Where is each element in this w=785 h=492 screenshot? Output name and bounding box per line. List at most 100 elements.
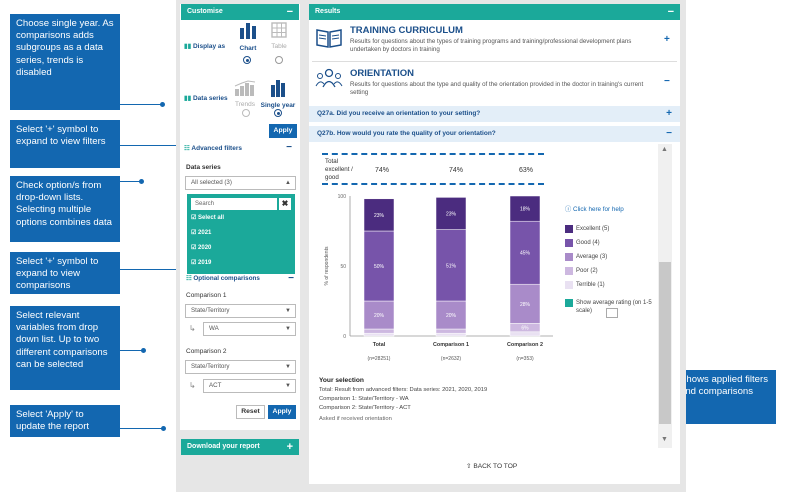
display-as-row: ▮▮ Display as [184,42,225,50]
chart-option[interactable]: Chart [236,20,260,52]
customise-header[interactable]: Customise − [181,4,299,20]
y-tick-label: 0 [343,334,346,340]
bar-icon: ▮▮ [184,95,192,102]
trends-option: Trends [232,80,258,108]
comparison1-sub-value: WA [209,325,219,332]
show-average-checkbox[interactable] [565,299,573,307]
expand-icon[interactable]: + [286,441,293,453]
expand-icon[interactable]: + [666,108,672,119]
checkbox-checked-icon[interactable]: ☑ [191,260,199,266]
training-title[interactable]: TRAINING CURRICULUM [350,25,463,36]
bar-segment [363,230,395,302]
help-link[interactable]: ⓘ Click here for help [565,204,624,213]
data-label: 23% [374,213,385,219]
question-q27b[interactable]: Q27b. How would you rate the quality of … [309,126,680,142]
total-value-2: 74% [449,167,464,174]
callout-advanced-filters: Select '+' symbol to expand to view filt… [10,120,120,168]
download-report-header[interactable]: Download your report + [181,439,299,455]
single-year-radio[interactable] [274,109,282,117]
table-label: Table [271,43,287,50]
checkbox-checked-icon[interactable]: ☑ [191,230,199,236]
table-icon [271,22,287,38]
checkbox-checked-icon[interactable]: ☑ [191,245,199,251]
help-link-label: Click here for help [573,206,624,213]
apply-button-2[interactable]: Apply [268,405,296,419]
legend-swatch[interactable] [565,225,573,233]
comparison2-sub-select[interactable]: ACT ▼ [203,379,296,393]
callout-dot [161,426,166,431]
data-label: 51% [446,263,457,269]
single-year-option[interactable]: Single year [260,79,296,109]
callout-line [120,428,164,429]
results-header[interactable]: Results − [309,4,680,20]
scrollbar-thumb[interactable] [659,262,671,424]
dropdown-option-label: 2021 [198,230,212,236]
orientation-desc: Results for questions about the type and… [350,81,644,96]
comparison2-select[interactable]: State/Territory ▼ [185,360,296,374]
book-icon [316,29,342,48]
scroll-up-arrow[interactable]: ▲ [661,146,668,153]
comparison2-heading: Comparison 2 [186,348,227,355]
total-value-3: 63% [519,167,534,174]
chart-radio[interactable] [243,56,251,64]
bar-segment [363,332,395,337]
asked-note: Asked if received orientation [319,416,392,422]
bar-segment [435,197,467,230]
show-average-label: Show average rating (on 1-5 scale) [576,300,652,314]
table-radio[interactable] [275,56,283,64]
dropdown-option-label: 2019 [198,260,212,266]
dropdown-option[interactable]: ☑ 2019 [191,259,211,266]
total-excellent-good-label: Total excellent / good [325,158,353,181]
back-to-top-label: BACK TO TOP [473,463,518,470]
dropdown-option-label: 2020 [198,245,212,251]
legend-swatch[interactable] [565,253,573,261]
single-year-label: Single year [260,102,296,109]
orientation-collapse-icon[interactable]: − [664,76,670,87]
legend-swatch[interactable] [565,281,573,289]
bar-icon: ▮▮ [184,43,192,50]
advanced-filters-label: Advanced filters [191,145,242,152]
n-label: (n=28251) [368,356,391,362]
data-series-value: All selected (3) [191,179,232,186]
advanced-filters-header[interactable]: ☷ Advanced filters − [184,142,296,156]
collapse-icon[interactable]: − [666,128,672,139]
legend-swatch[interactable] [565,239,573,247]
comparison1-select[interactable]: State/Territory ▼ [185,304,296,318]
reset-button[interactable]: Reset [236,405,265,419]
dropdown-option[interactable]: ☑ Select all [191,214,224,221]
comparison1-sub-select[interactable]: WA ▼ [203,322,296,336]
table-option[interactable]: Table [267,22,291,50]
bar-segment [509,220,541,285]
training-expand-icon[interactable]: + [664,34,670,45]
collapse-icon[interactable]: − [286,6,293,18]
data-label: 50% [374,264,385,270]
stacked-bar-chart: 0 50 100 % of respondents 20% 50% 23% Total (n=2… [324,194,553,362]
clear-search-icon[interactable]: ✖ [279,198,291,210]
collapse-icon[interactable]: − [288,273,294,284]
legend-swatch[interactable] [565,267,573,275]
chevron-down-icon: ▼ [285,364,291,370]
apply-button[interactable]: Apply [269,124,297,138]
dropdown-option[interactable]: ☑ 2020 [191,244,211,251]
customise-title: Customise [187,8,223,15]
dropdown-option[interactable]: ☑ 2021 [191,229,211,236]
data-series-select[interactable]: All selected (3) ▲ [185,176,296,190]
orientation-title[interactable]: ORIENTATION [350,68,415,79]
results-title: Results [315,8,341,15]
scroll-down-arrow[interactable]: ▼ [661,436,668,443]
checkbox-checked-icon[interactable]: ☑ [191,215,199,221]
back-to-top-link[interactable]: ⇧ BACK TO TOP [466,462,517,470]
collapse-icon[interactable]: − [667,6,674,18]
section-divider [312,61,677,62]
callout-dot [160,102,165,107]
callout-dot [139,179,144,184]
dropdown-search-input[interactable]: Search [191,198,277,210]
optional-comparisons-header[interactable]: ☷ Optional comparisons − [186,273,296,287]
callout-comparisons: Select '+' symbol to expand to view comp… [10,252,120,294]
legend-label: Average (3) [576,254,608,260]
collapse-icon[interactable]: − [286,142,292,153]
comparison2-sub-value: ACT [209,382,222,389]
trends-label: Trends [235,101,255,108]
chart-label: Chart [239,45,257,52]
question-q27a[interactable]: Q27a. Did you receive an orientation to … [309,106,680,122]
